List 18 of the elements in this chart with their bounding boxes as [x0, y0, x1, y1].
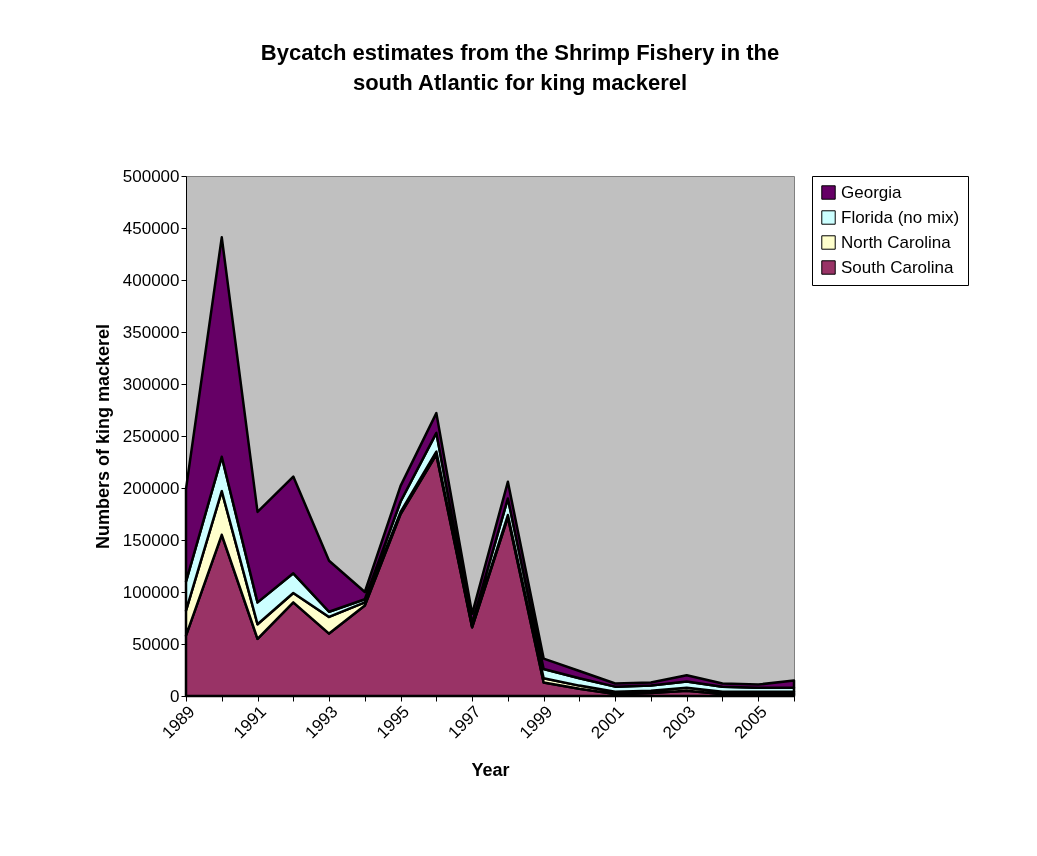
- legend-label: Florida (no mix): [841, 207, 960, 227]
- legend-label: South Carolina: [841, 257, 954, 277]
- y-tick-label: 0: [170, 686, 180, 706]
- y-tick-label: 500000: [122, 166, 180, 186]
- chart-title: Bycatch estimates from the Shrimp Fishery in the south Atlantic for king mackerel: [260, 40, 780, 95]
- y-tick-label: 300000: [122, 374, 180, 394]
- y-tick-label: 450000: [122, 218, 180, 238]
- y-tick-label: 250000: [122, 426, 180, 446]
- x-axis-title: Year: [471, 759, 510, 780]
- y-tick-label: 400000: [122, 270, 180, 290]
- y-tick-label: 100000: [122, 582, 180, 602]
- y-tick-label: 350000: [122, 322, 180, 342]
- y-tick-label: 150000: [122, 530, 180, 550]
- y-axis-title: Numbers of king mackerel: [92, 323, 113, 550]
- legend-label: Georgia: [841, 182, 903, 202]
- y-tick-label: 50000: [132, 634, 180, 654]
- legend-label: North Carolina: [841, 232, 952, 252]
- y-tick-label: 200000: [122, 478, 180, 498]
